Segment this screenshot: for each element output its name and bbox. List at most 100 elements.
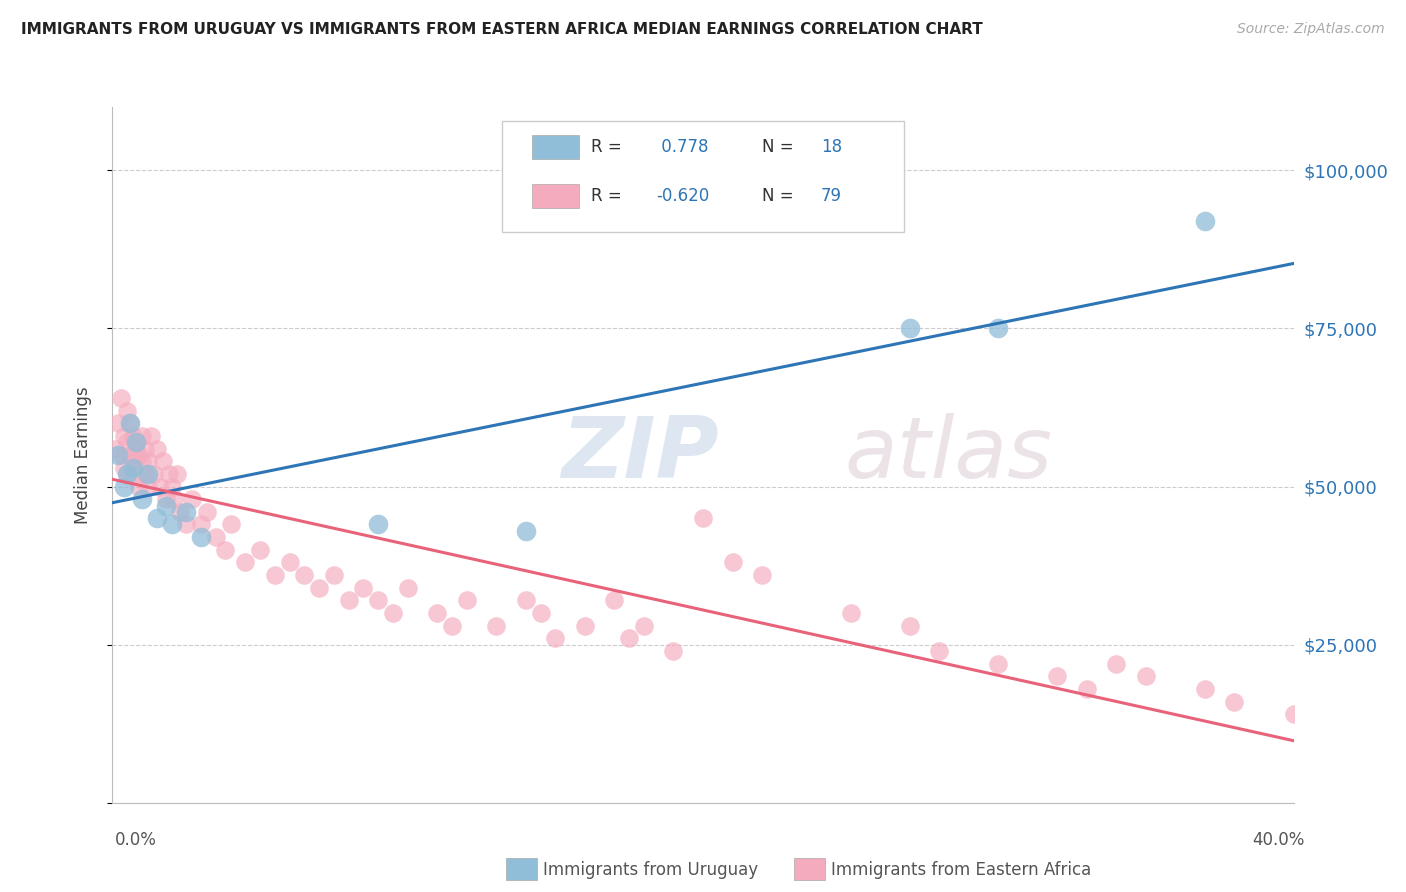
Point (107, 448, 129, 462)
Point (396, 581, 419, 595)
Bar (531, 135, 579, 159)
Point (122, 460, 145, 475)
Point (367, 593, 389, 607)
Point (134, 467, 156, 481)
Point (751, 568, 773, 582)
Point (574, 618, 596, 632)
Text: 0.778: 0.778 (655, 138, 709, 156)
Point (117, 435, 138, 450)
Point (264, 568, 287, 582)
Point (1105, 657, 1128, 671)
Point (131, 454, 153, 468)
Text: Immigrants from Uruguay: Immigrants from Uruguay (543, 861, 758, 879)
Point (107, 417, 129, 431)
Point (529, 606, 551, 620)
Point (1076, 681, 1098, 696)
Point (152, 454, 174, 468)
Text: N =: N = (762, 187, 799, 205)
Y-axis label: Median Earnings: Median Earnings (73, 386, 91, 524)
Point (128, 479, 150, 493)
Point (146, 442, 169, 456)
Point (839, 606, 862, 620)
Point (249, 542, 271, 557)
Point (337, 593, 360, 607)
Point (898, 321, 921, 335)
Text: ZIP: ZIP (561, 413, 718, 497)
Text: -0.620: -0.620 (655, 187, 709, 205)
Text: Source: ZipAtlas.com: Source: ZipAtlas.com (1237, 22, 1385, 37)
Text: 40.0%: 40.0% (1253, 831, 1305, 849)
Point (142, 467, 165, 481)
Text: 0.0%: 0.0% (115, 831, 157, 849)
Point (166, 467, 188, 481)
Point (485, 618, 508, 632)
Text: IMMIGRANTS FROM URUGUAY VS IMMIGRANTS FROM EASTERN AFRICA MEDIAN EARNINGS CORREL: IMMIGRANTS FROM URUGUAY VS IMMIGRANTS FR… (21, 22, 983, 37)
Point (157, 467, 180, 481)
Point (987, 321, 1010, 335)
Point (112, 479, 135, 493)
Point (190, 517, 212, 532)
Point (131, 429, 153, 443)
Point (544, 632, 567, 646)
Point (131, 492, 153, 507)
Point (619, 632, 641, 646)
Point (323, 568, 346, 582)
Point (136, 454, 159, 468)
Point (125, 442, 148, 456)
Point (1194, 681, 1216, 696)
Point (181, 492, 204, 507)
Point (233, 556, 256, 570)
Point (1194, 214, 1216, 228)
Point (174, 517, 197, 532)
Point (174, 505, 197, 519)
Point (125, 467, 148, 481)
Point (278, 556, 301, 570)
Point (898, 618, 921, 632)
Point (110, 448, 132, 462)
Point (308, 581, 330, 595)
Point (1135, 669, 1157, 683)
Point (352, 581, 374, 595)
Point (160, 517, 183, 532)
Text: R =: R = (591, 187, 627, 205)
Point (1046, 669, 1069, 683)
Point (155, 499, 177, 513)
Point (120, 417, 142, 431)
Point (219, 517, 242, 532)
Point (928, 644, 950, 658)
Point (441, 618, 464, 632)
Point (160, 479, 183, 493)
Point (1223, 695, 1246, 709)
Point (125, 435, 148, 450)
Point (136, 467, 159, 481)
Point (112, 460, 135, 475)
Point (633, 618, 655, 632)
Point (367, 517, 389, 532)
Point (134, 442, 156, 456)
Point (117, 467, 138, 481)
Text: atlas: atlas (845, 413, 1053, 497)
Point (662, 644, 685, 658)
Point (122, 454, 145, 468)
Point (292, 568, 315, 582)
Point (205, 530, 228, 544)
Text: Immigrants from Eastern Africa: Immigrants from Eastern Africa (831, 861, 1091, 879)
Text: N =: N = (762, 138, 799, 156)
Point (456, 593, 478, 607)
Point (122, 429, 145, 443)
Point (163, 492, 186, 507)
Point (190, 530, 212, 544)
Point (136, 479, 159, 493)
Point (155, 492, 177, 507)
Point (128, 448, 150, 462)
Point (382, 606, 405, 620)
Point (169, 505, 191, 519)
Point (1282, 707, 1305, 722)
Point (120, 448, 142, 462)
Point (987, 657, 1010, 671)
Point (112, 429, 135, 443)
Point (110, 391, 132, 405)
Point (146, 511, 169, 525)
Point (721, 556, 744, 570)
Point (149, 479, 172, 493)
